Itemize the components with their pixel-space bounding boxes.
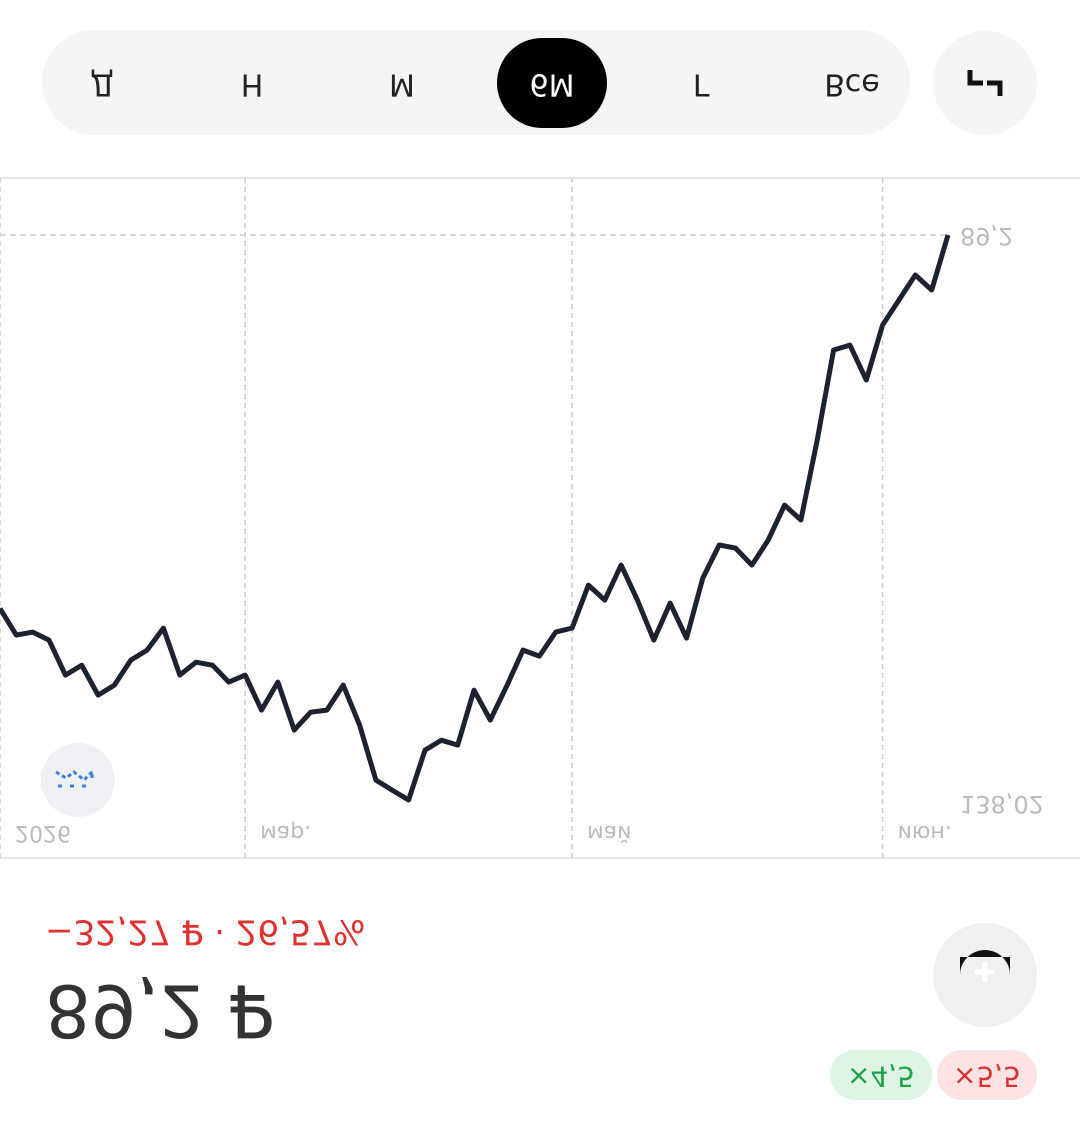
price-line-label: 89,2 (960, 222, 1013, 250)
y-tick-label: 138,02 (960, 790, 1044, 818)
period-bar (42, 30, 910, 135)
period-label: Н (241, 67, 264, 102)
badge[interactable] (937, 1050, 1037, 1100)
x-tick-label: июн. (898, 820, 952, 845)
chart-type-icon (55, 768, 96, 788)
portfolio-icon-plus (975, 962, 995, 982)
period-label: Г (693, 67, 711, 102)
period-label: Все (824, 67, 880, 102)
portfolio-icon (960, 950, 1010, 975)
change: −32,27 ₽ · 26,57% (45, 912, 365, 952)
price: 89,2 ₽ (45, 968, 274, 1052)
period-selected[interactable] (497, 38, 607, 128)
badge[interactable] (830, 1050, 932, 1100)
fullscreen-button[interactable] (933, 31, 1037, 135)
period-label: 6М (530, 67, 575, 102)
badge-label: ×4,5 (847, 1060, 915, 1093)
chart-type-button[interactable] (41, 743, 115, 817)
badge-label: ×5,5 (953, 1060, 1021, 1093)
x-tick-label: мар. (260, 820, 311, 845)
period-label: Д (90, 67, 113, 102)
price-line-series (0, 234, 951, 803)
period-label: М (389, 67, 415, 102)
x-tick-label: май (587, 820, 631, 845)
x-tick-label: 2026 (15, 820, 71, 845)
fullscreen-icon (967, 70, 1003, 96)
